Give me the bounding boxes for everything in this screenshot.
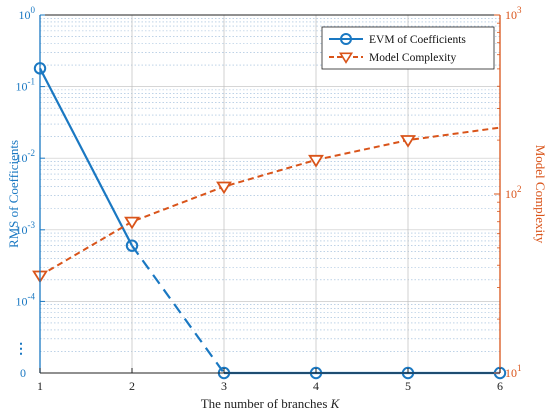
x-tick-label: 2 xyxy=(129,379,135,393)
x-tick-label: 5 xyxy=(405,379,411,393)
y-left-tick-label: 100 xyxy=(19,5,36,22)
legend-marker xyxy=(338,52,354,64)
x-axis-variable: K xyxy=(330,396,341,411)
legend-box xyxy=(321,26,495,70)
x-tick-label: 4 xyxy=(313,379,319,393)
legend-label: EVM of Coefficients xyxy=(369,34,466,46)
x-tick-label: 1 xyxy=(37,379,43,393)
x-axis-title: The number of branches K xyxy=(201,396,341,411)
legend-marker xyxy=(340,33,352,45)
legend-item: EVM of Coefficients xyxy=(329,33,466,46)
y-right-tick-label: 102 xyxy=(505,184,522,201)
series-line-segment xyxy=(39,67,133,247)
data-point xyxy=(308,154,324,168)
y-left-zero-label: 0 xyxy=(20,366,26,380)
x-tick-label: 6 xyxy=(497,379,503,393)
legend-label: Model Complexity xyxy=(369,52,456,64)
y-left-axis-title: RMS of Coefficients xyxy=(6,140,21,248)
legend-item: Model Complexity xyxy=(329,52,456,64)
data-point xyxy=(124,216,140,230)
plot-area xyxy=(40,15,500,373)
x-tick-label: 3 xyxy=(221,379,227,393)
data-point xyxy=(125,239,139,252)
data-point xyxy=(216,181,232,195)
y-left-tick-label: 10-1 xyxy=(16,77,36,94)
y-left-tick-label: 10-4 xyxy=(16,291,36,308)
grid xyxy=(39,14,501,373)
axis-break-marker: ⋮ xyxy=(14,342,28,357)
series-line xyxy=(39,126,501,277)
series-line-segment xyxy=(131,245,225,374)
data-point xyxy=(400,135,416,148)
legend: EVM of Coefficients Model Complexity xyxy=(321,26,495,70)
y-right-tick-label: 101 xyxy=(505,363,522,380)
y-right-tick-label: 103 xyxy=(505,5,522,22)
y-right-axis-title: Model Complexity xyxy=(533,145,548,244)
